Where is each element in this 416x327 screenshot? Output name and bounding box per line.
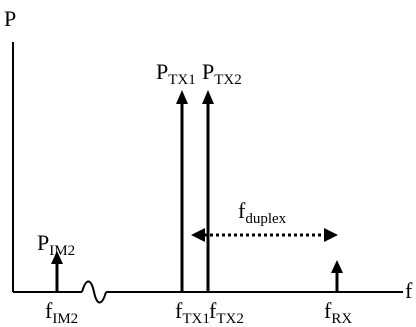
f-tx1-sub: TX1 <box>182 311 210 327</box>
p-im2-label: PIM2 <box>37 230 75 259</box>
f-tx2-label: fTX2 <box>209 298 244 327</box>
f-im2-sub: IM2 <box>52 311 78 327</box>
im2-arrow-head-icon <box>51 251 63 264</box>
p-im2-main: P <box>37 230 49 255</box>
f-rx-label: fRX <box>324 298 352 327</box>
tx1-arrow-head-icon <box>176 90 188 104</box>
duplex-arrow-right-head-icon <box>324 228 338 242</box>
p-tx2-main: P <box>202 59 214 84</box>
f-duplex-main: f <box>238 198 246 223</box>
f-tx1-label: fTX1 <box>175 298 210 327</box>
f-im2-label: fIM2 <box>45 298 78 327</box>
axis-break-icon <box>81 280 107 304</box>
f-rx-main: f <box>324 298 332 323</box>
duplex-arrow-left-head-icon <box>191 228 205 242</box>
x-axis-label: f <box>405 278 413 303</box>
f-duplex-sub: duplex <box>245 211 286 227</box>
rx-arrow-head-icon <box>331 260 343 273</box>
p-im2-sub: IM2 <box>49 243 75 259</box>
y-axis-label: P <box>4 6 16 31</box>
p-tx1-sub: TX1 <box>168 72 196 88</box>
f-tx1-main: f <box>175 298 183 323</box>
tx2-arrow-head-icon <box>202 90 214 104</box>
p-tx1-label: PTX1 <box>156 59 196 88</box>
p-tx1-main: P <box>156 59 168 84</box>
f-tx2-main: f <box>209 298 217 323</box>
f-rx-sub: RX <box>331 311 352 327</box>
p-tx2-label: PTX2 <box>202 59 242 88</box>
f-im2-main: f <box>45 298 53 323</box>
p-tx2-sub: TX2 <box>214 72 242 88</box>
f-tx2-sub: TX2 <box>216 311 244 327</box>
f-duplex-label: fduplex <box>238 198 287 227</box>
